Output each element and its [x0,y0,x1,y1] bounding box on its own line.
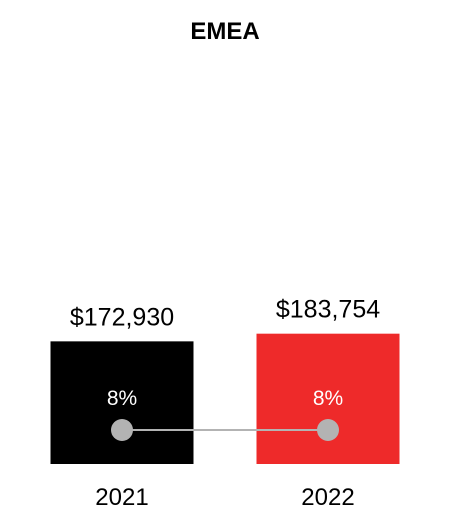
value-label-2021: $172,930 [70,303,174,331]
value-label-2022: $183,754 [276,296,380,324]
bar-2022 [256,333,400,464]
labels-group: $172,930 8% 2021 $183,754 8% 2022 [70,296,380,511]
chart-title: EMEA [190,18,259,45]
bars-group [50,333,400,464]
pct-label-2021: 8% [107,387,137,410]
secondary-point-2022 [317,419,339,441]
bar-2021 [50,341,194,464]
line-group [111,419,339,441]
pct-label-2022: 8% [313,387,343,410]
secondary-point-2021 [111,419,133,441]
category-label-2021: 2021 [95,484,148,511]
category-label-2022: 2022 [301,484,354,511]
